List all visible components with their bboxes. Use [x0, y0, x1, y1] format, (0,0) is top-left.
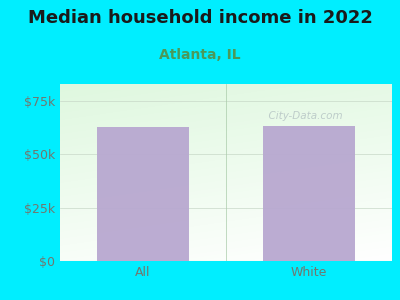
Text: City-Data.com: City-Data.com — [262, 111, 343, 121]
Bar — [97, 127, 189, 261]
Text: Atlanta, IL: Atlanta, IL — [159, 48, 241, 62]
Bar — [263, 126, 355, 261]
Text: Median household income in 2022: Median household income in 2022 — [28, 9, 372, 27]
